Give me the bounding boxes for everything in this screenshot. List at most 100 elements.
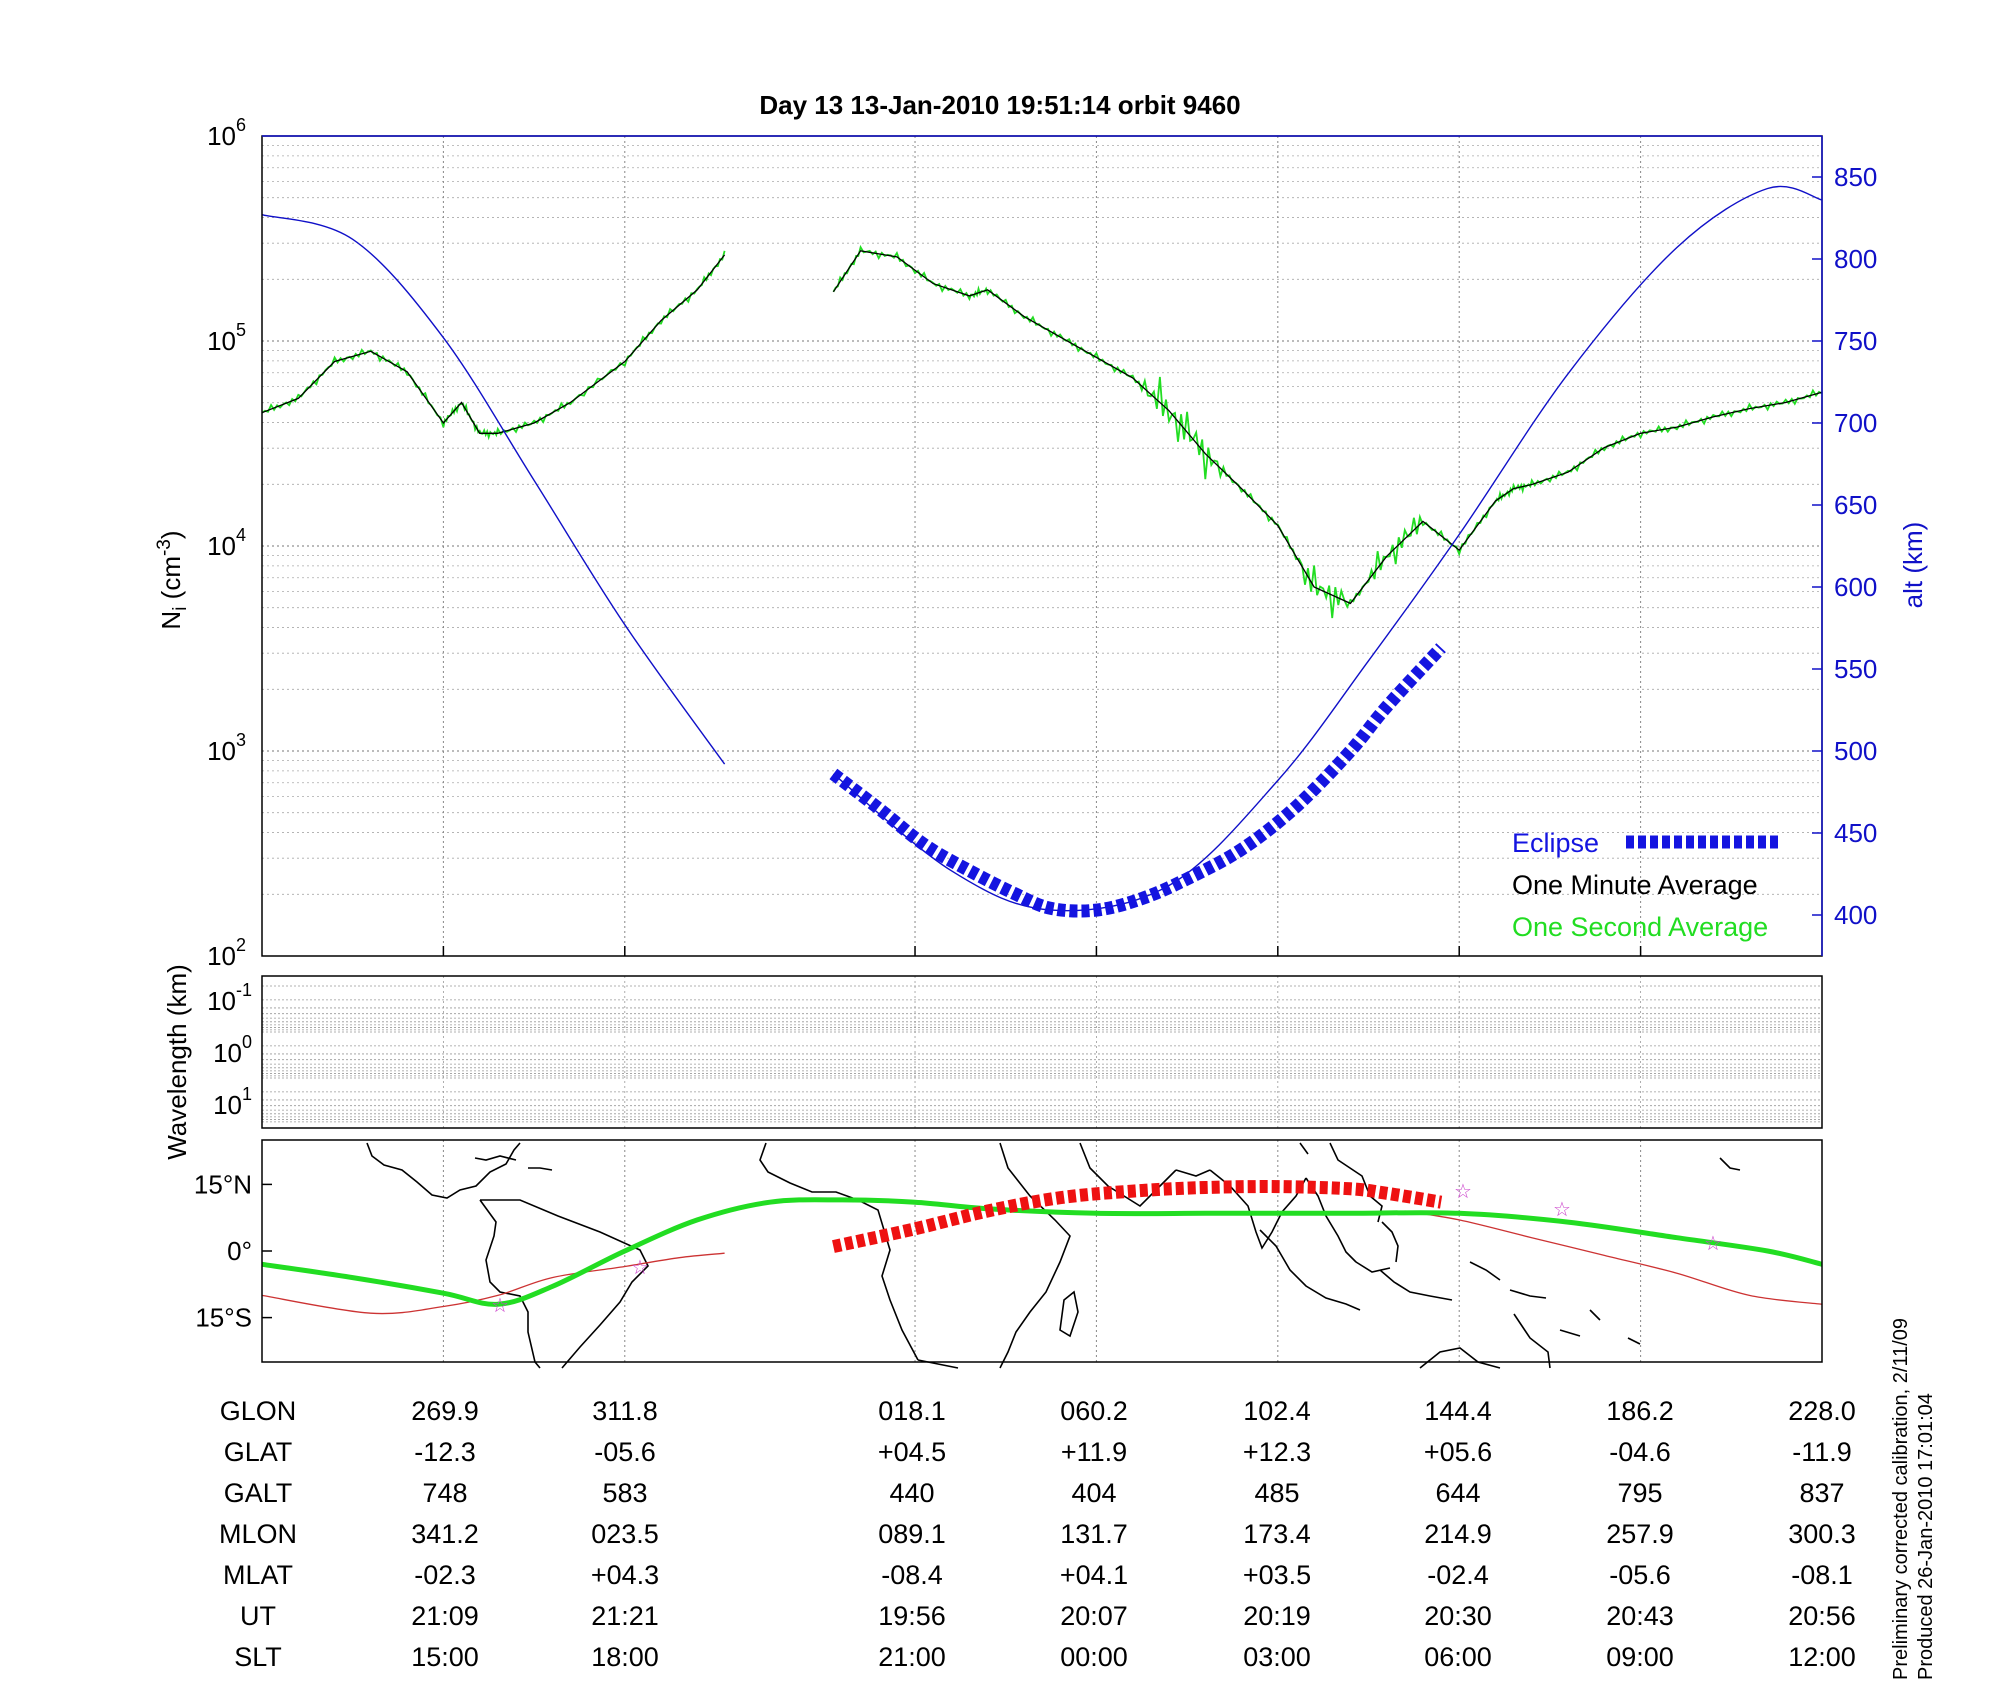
ion-density-y-tick-label: 105	[207, 320, 246, 356]
eclipse-ground-track	[832, 1180, 1443, 1253]
table-cell: 341.2	[411, 1519, 479, 1549]
tick-exponent: -1	[236, 980, 252, 1000]
footnote-produced: Produced 26-Jan-2010 17:01:04	[1915, 1393, 1937, 1680]
chart-title: Day 13 13-Jan-2010 19:51:14 orbit 9460	[759, 90, 1240, 120]
tick-base: 10	[207, 121, 236, 151]
latitude-tick-label: 15°N	[194, 1169, 252, 1199]
table-cell: +04.5	[878, 1437, 946, 1467]
table-cell: 644	[1435, 1478, 1480, 1508]
altitude-y-ticks: 400 450 500 550 600 650 700 750 800 850	[1812, 162, 1877, 930]
coastline-madagascar	[1059, 1290, 1079, 1338]
table-cell: -02.3	[414, 1560, 476, 1590]
table-cell: 404	[1071, 1478, 1116, 1508]
table-cell: 440	[889, 1478, 934, 1508]
table-cell: 06:00	[1424, 1642, 1492, 1672]
table-row-label: GLAT	[224, 1437, 293, 1467]
wavelength-y-tick-label: 101	[213, 1084, 252, 1120]
footnote-calibration: Preliminary corrected calibration, 2/11/…	[1890, 1318, 1912, 1680]
latitude-tick-label: 0°	[227, 1236, 252, 1266]
altitude-line	[261, 214, 726, 765]
legend-second-label: One Second Average	[1512, 912, 1768, 942]
wavelength-y-tick-label: 10-1	[207, 980, 252, 1016]
coastline-south-america	[479, 1199, 649, 1369]
latitude-tick-label: 15°S	[195, 1303, 252, 1333]
coastline-caribbean	[474, 1155, 553, 1171]
table-cell: +03.5	[1243, 1560, 1311, 1590]
ion-density-series	[261, 185, 1823, 918]
tick-base: 10	[213, 1038, 242, 1068]
tick-base: 10	[213, 1090, 242, 1120]
ion-density-y-tick-label: 103	[207, 730, 246, 766]
altitude-tick-label: 700	[1834, 408, 1877, 438]
tick-exponent: 6	[236, 115, 246, 135]
table-cell: 00:00	[1060, 1642, 1128, 1672]
table-cell: -08.1	[1791, 1560, 1853, 1590]
table-cell: 18:00	[591, 1642, 659, 1672]
wavelength-y-label: Wavelength (km)	[162, 964, 192, 1160]
table-cell: 583	[602, 1478, 647, 1508]
table-cell: +11.9	[1061, 1437, 1127, 1467]
table-row-label: MLAT	[223, 1560, 293, 1590]
table-cell: -12.3	[414, 1437, 476, 1467]
table-cell: 21:09	[411, 1601, 479, 1631]
table-row-label: SLT	[234, 1642, 282, 1672]
y-label-main: N	[156, 611, 186, 630]
ion-density-y-tick-label: 106	[207, 115, 246, 151]
y-label-unit: (cm	[156, 556, 186, 607]
table-cell: 102.4	[1243, 1396, 1311, 1426]
magnetic-equator-line	[261, 1252, 725, 1315]
table-cell: -02.4	[1427, 1560, 1489, 1590]
ion-density-y-tick-label: 104	[207, 525, 246, 561]
table-cell: 089.1	[878, 1519, 946, 1549]
ion-density-y-label: Ni (cm-3)	[154, 530, 191, 629]
table-cell: 214.9	[1424, 1519, 1492, 1549]
one-minute-average-line	[261, 254, 726, 434]
y-label-exp: -3	[154, 539, 175, 556]
wavelength-frame	[261, 975, 1823, 1129]
orbit-parameter-table: GLON GLAT GALT MLON MLAT UT SLT 269.9 -12.3 748 34…	[219, 1396, 1856, 1672]
wavelength-y-tick-label: 100	[213, 1032, 252, 1068]
table-cell: 131.7	[1060, 1519, 1128, 1549]
altitude-y-label: alt (km)	[1898, 522, 1928, 609]
table-cell: -08.4	[881, 1560, 943, 1590]
altitude-tick-label: 750	[1834, 326, 1877, 356]
table-cell: 20:43	[1606, 1601, 1674, 1631]
one-minute-average-line	[832, 250, 1823, 605]
tick-base: 10	[207, 736, 236, 766]
table-cell: -04.6	[1609, 1437, 1671, 1467]
coastline-southeast-asia	[1259, 1177, 1391, 1311]
tick-exponent: 4	[236, 525, 246, 545]
coastline-north-america	[366, 1142, 521, 1199]
tick-exponent: 2	[236, 935, 246, 955]
table-cell: 144.4	[1424, 1396, 1492, 1426]
altitude-tick-label: 400	[1834, 900, 1877, 930]
table-cell: 19:56	[878, 1601, 946, 1631]
coastline-australia	[1419, 1347, 1501, 1369]
table-cell: 15:00	[411, 1642, 479, 1672]
altitude-tick-label: 650	[1834, 490, 1877, 520]
y-label-close: )	[156, 530, 186, 539]
table-cell: 20:56	[1788, 1601, 1856, 1631]
table-cell: 748	[422, 1478, 467, 1508]
eclipse-line	[829, 643, 1446, 918]
table-cell: -05.6	[594, 1437, 656, 1467]
one-second-average-line	[832, 244, 1823, 619]
table-cell: 20:07	[1060, 1601, 1128, 1631]
table-cell: +05.6	[1424, 1437, 1492, 1467]
table-cell: 485	[1254, 1478, 1299, 1508]
table-cell: 300.3	[1788, 1519, 1856, 1549]
tick-base: 10	[207, 326, 236, 356]
station-markers: ☆ ☆ ☆ ☆ ☆	[491, 1181, 1722, 1317]
altitude-tick-label: 850	[1834, 162, 1877, 192]
station-marker: ☆	[1553, 1199, 1571, 1221]
coastline-outlines	[366, 1142, 1741, 1369]
table-cell: 173.4	[1243, 1519, 1311, 1549]
table-row-label: MLON	[219, 1519, 297, 1549]
table-cell: 20:19	[1243, 1601, 1311, 1631]
latitude-ticks: 15°N 0° 15°S	[194, 1169, 272, 1333]
table-cell: 837	[1799, 1478, 1844, 1508]
coastline-islands	[1379, 1157, 1741, 1369]
orbit-track-line	[1404, 1210, 1823, 1305]
tick-base: 10	[207, 941, 236, 971]
